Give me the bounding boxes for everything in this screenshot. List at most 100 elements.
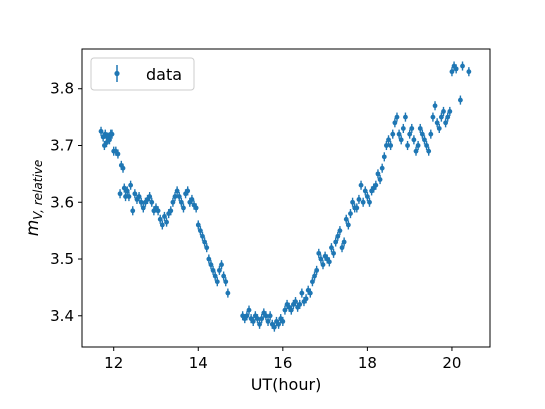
point-marker <box>208 262 214 268</box>
point-marker <box>307 290 313 296</box>
data-point <box>280 316 286 326</box>
data-point <box>316 248 322 258</box>
point-marker <box>388 143 394 148</box>
x-axis: 12 14 16 18 20 <box>104 347 461 372</box>
data-point <box>348 209 353 219</box>
data-point <box>255 314 260 324</box>
data-point <box>130 206 136 216</box>
data-point <box>223 277 229 287</box>
data-point <box>341 237 347 247</box>
data-point <box>140 203 146 213</box>
data-point <box>381 152 387 162</box>
point-marker <box>299 290 305 296</box>
point-marker <box>329 245 334 251</box>
data-point <box>356 194 362 204</box>
y-axis-label: mV, relative <box>23 160 45 237</box>
point-marker <box>350 199 355 205</box>
point-marker <box>326 259 332 265</box>
data-point <box>394 112 400 122</box>
point-marker <box>250 319 256 324</box>
point-marker <box>434 120 440 126</box>
data-point <box>174 186 180 196</box>
data-point <box>379 163 385 173</box>
point-marker <box>204 245 210 251</box>
point-marker <box>217 267 222 273</box>
data-point <box>413 146 419 156</box>
data-point <box>297 299 303 309</box>
data-point <box>164 217 169 227</box>
data-point <box>392 118 398 128</box>
data-point <box>208 260 214 270</box>
data-point <box>170 197 176 207</box>
point-marker <box>436 126 442 131</box>
point-marker <box>310 279 315 285</box>
data-point <box>375 169 381 179</box>
point-marker <box>466 69 472 75</box>
data-point <box>121 183 127 193</box>
data-point <box>419 129 425 139</box>
point-marker <box>276 321 282 327</box>
data-point <box>217 265 222 275</box>
point-marker <box>221 273 227 279</box>
point-marker <box>381 154 387 160</box>
data-point <box>354 203 360 213</box>
data-point <box>210 265 216 275</box>
data-point <box>335 231 341 241</box>
data-point <box>310 277 315 287</box>
point-marker <box>413 148 419 154</box>
data-point <box>333 237 339 247</box>
data-point <box>424 140 429 151</box>
point-marker <box>246 307 252 313</box>
point-marker <box>316 250 322 256</box>
point-marker <box>128 182 134 188</box>
x-axis-label: UT(hour) <box>251 375 322 394</box>
data-point <box>219 260 224 270</box>
data-point <box>398 135 404 145</box>
point-marker <box>130 208 136 214</box>
point-marker <box>411 137 417 143</box>
point-marker <box>193 205 199 211</box>
point-marker <box>458 97 463 103</box>
data-point <box>400 123 406 134</box>
point-marker <box>318 256 324 262</box>
data-point <box>438 112 444 122</box>
point-marker <box>257 321 262 327</box>
point-marker <box>206 256 212 262</box>
data-point <box>405 140 410 151</box>
data-point <box>265 316 271 326</box>
point-marker <box>449 69 455 75</box>
point-marker <box>132 191 138 197</box>
point-marker <box>430 114 436 120</box>
data-point <box>271 322 277 332</box>
point-marker <box>263 313 269 319</box>
data-point <box>428 129 434 139</box>
y-tick-label: 3.8 <box>50 80 74 98</box>
data-point <box>432 101 438 111</box>
point-marker <box>400 126 406 131</box>
data-point <box>422 135 427 145</box>
data-point <box>407 129 413 139</box>
point-marker <box>345 222 351 228</box>
point-marker <box>288 307 294 313</box>
data-point <box>128 180 134 190</box>
point-marker <box>379 165 385 171</box>
data-point <box>318 254 324 264</box>
point-marker <box>320 262 326 268</box>
point-marker <box>341 239 347 245</box>
data-point <box>441 106 446 116</box>
data-point <box>358 180 364 190</box>
point-marker <box>407 131 413 137</box>
data-point <box>162 211 167 221</box>
data-point <box>204 243 210 253</box>
data-point <box>276 319 282 329</box>
point-marker <box>195 222 201 228</box>
point-marker <box>164 219 169 225</box>
point-marker <box>280 319 286 324</box>
data-point <box>417 123 423 134</box>
data-point <box>326 257 332 267</box>
data-point <box>350 197 355 207</box>
point-marker <box>185 188 191 194</box>
legend-point-marker <box>114 70 120 77</box>
data-point <box>445 112 451 122</box>
data-point <box>115 149 121 159</box>
